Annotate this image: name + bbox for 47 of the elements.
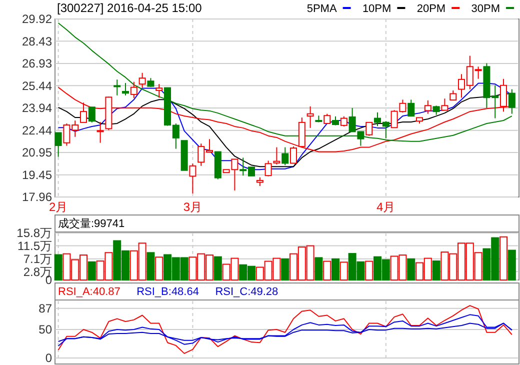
y-tick-label: 87 xyxy=(38,302,52,316)
candlestick xyxy=(114,79,121,96)
candlestick xyxy=(508,88,516,114)
x-tick-label: 4月 xyxy=(376,200,396,214)
bar xyxy=(155,256,164,280)
y-tick-label: 50 xyxy=(38,322,52,337)
legend-label: 20PM xyxy=(416,3,446,15)
y-tick-label: 7.1万 xyxy=(23,252,52,266)
bar xyxy=(314,257,323,280)
y-tick-label: 20.95 xyxy=(22,146,52,160)
y-tick-label: 19.45 xyxy=(22,168,52,182)
bar xyxy=(214,256,222,280)
legend-label: 10PM xyxy=(362,3,392,15)
y-tick-label: 11.5万 xyxy=(18,238,52,253)
y-tick-label: 28.43 xyxy=(22,34,52,48)
bar xyxy=(323,260,332,280)
line-series xyxy=(58,322,512,342)
y-tick-label: 22.44 xyxy=(22,124,52,138)
y-tick-label: 0 xyxy=(45,351,52,365)
x-tick-label: 3月 xyxy=(183,200,202,214)
bar xyxy=(407,258,416,280)
y-tick-label: 15.8万 xyxy=(16,226,52,240)
bar xyxy=(365,260,374,280)
bar xyxy=(340,262,348,280)
legend-label: 30PM xyxy=(471,3,500,15)
y-tick-label: 29.92 xyxy=(22,12,52,26)
y-tick-label: 25.44 xyxy=(22,78,52,93)
bar xyxy=(88,261,96,280)
line-series xyxy=(58,305,512,354)
y-tick-label: 26.93 xyxy=(22,56,52,71)
y-tick-label: 23.94 xyxy=(22,101,52,116)
candlestick xyxy=(306,106,314,128)
bar xyxy=(508,250,516,280)
chart-title: [300227] 2016-04-25 15:00 xyxy=(57,1,202,15)
bar xyxy=(146,252,155,280)
series-label: 成交量:99741 xyxy=(58,217,125,230)
series-label: RSI_A:40.87 xyxy=(58,286,120,298)
text: RSI_C:49.28 xyxy=(215,286,278,298)
candlestick xyxy=(96,121,104,144)
bar xyxy=(500,236,508,280)
bar xyxy=(54,254,62,280)
x-tick-label: 2月 xyxy=(48,200,68,214)
bar xyxy=(332,258,340,280)
bar xyxy=(432,260,440,280)
legend-label: 5PMA xyxy=(306,3,338,15)
text: RSI_B:48.64 xyxy=(136,286,199,298)
bar xyxy=(281,258,290,280)
